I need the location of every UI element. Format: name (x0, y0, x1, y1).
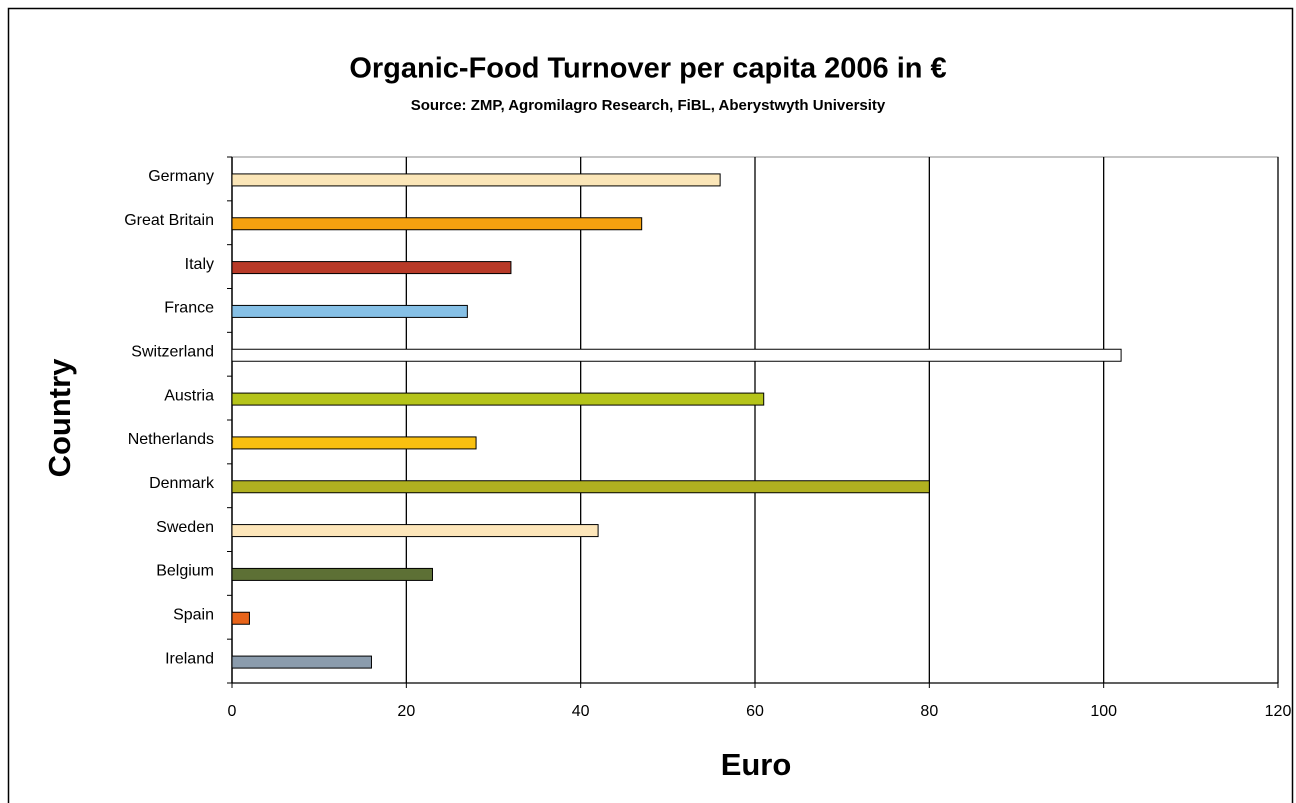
x-axis-label: Euro (721, 747, 792, 782)
bar (231, 655, 372, 669)
y-tick-label: Sweden (156, 519, 214, 536)
x-tick-label: 40 (572, 703, 590, 720)
y-tick-label: Belgium (156, 563, 214, 580)
bar (231, 173, 721, 187)
y-tick-label: Spain (173, 606, 214, 623)
bar (231, 524, 599, 538)
bar (231, 392, 765, 406)
y-tick-label: Netherlands (128, 431, 214, 448)
bar (231, 611, 250, 625)
frame (7, 7, 1294, 803)
y-tick-label: Ireland (165, 650, 214, 667)
y-tick-label: Italy (185, 256, 214, 273)
y-tick-label: Switzerland (131, 343, 214, 360)
y-tick-label: Denmark (149, 475, 215, 492)
y-tick-label: Austria (164, 387, 214, 404)
bar (231, 567, 433, 581)
chart-title: Organic-Food Turnover per capita 2006 in… (349, 53, 946, 85)
x-tick-label: 20 (397, 703, 415, 720)
bar (231, 217, 643, 231)
y-axis-label: Country (42, 358, 77, 478)
bar (231, 348, 1122, 362)
x-tick-label: 120 (1265, 703, 1292, 720)
x-tick-label: 100 (1090, 703, 1117, 720)
bar (231, 480, 930, 494)
x-tick-label: 0 (228, 703, 237, 720)
y-tick-label: Germany (148, 168, 214, 185)
chart-subtitle: Source: ZMP, Agromilagro Research, FiBL,… (411, 97, 886, 114)
x-tick-label: 80 (920, 703, 938, 720)
bar (231, 436, 477, 450)
x-tick-label: 60 (746, 703, 764, 720)
y-tick-label: France (164, 300, 214, 317)
bar (231, 261, 512, 275)
y-tick-label: Great Britain (124, 212, 214, 229)
bar (231, 304, 468, 318)
